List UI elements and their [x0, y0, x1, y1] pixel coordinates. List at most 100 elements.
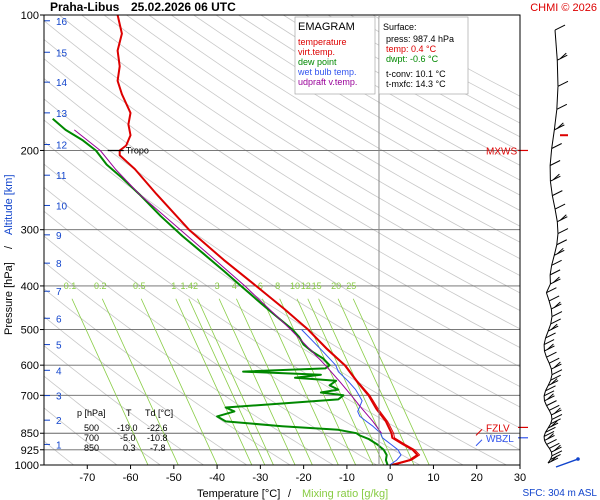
wind-barb — [552, 190, 563, 197]
station-name: Praha-Libus — [50, 0, 120, 14]
wind-barb — [557, 228, 569, 235]
mixing-ratio-line — [140, 298, 218, 465]
wind-profile-segment — [554, 30, 558, 61]
wind-barb — [546, 400, 557, 407]
dry-adiabat — [44, 78, 520, 388]
surface-temp: temp: 0.4 °C — [386, 44, 437, 54]
wind-profile-segment — [543, 390, 547, 396]
altitude-tick-label: 5 — [56, 341, 62, 352]
y-axis-separator: / — [3, 245, 15, 249]
wind-barb — [549, 269, 561, 276]
wind-barb-flag — [550, 420, 558, 427]
table-row-t: 0.3 — [123, 443, 136, 453]
surface-wind-marker — [555, 458, 579, 468]
wind-barb — [544, 435, 555, 441]
table-header-td: Td [°C] — [145, 408, 173, 418]
wind-barb — [544, 345, 555, 352]
mixing-ratio-line — [71, 298, 149, 465]
wind-barb-flag — [547, 393, 554, 400]
mixing-ratio-label: 0.2 — [94, 281, 107, 291]
level-marker-fzlv: FZLV — [486, 423, 510, 434]
pressure-tick-label: 200 — [21, 145, 39, 157]
altitude-tick-label: 13 — [56, 109, 68, 120]
chart-title: EMAGRAM — [298, 21, 355, 33]
temperature-tick-label: 20 — [471, 472, 483, 484]
temperature-tick-label: -10 — [339, 472, 355, 484]
altitude-tick-label: 14 — [56, 78, 68, 89]
wind-barb — [549, 160, 561, 166]
wind-barb-flag — [554, 407, 561, 414]
temperature-tick-label: -50 — [166, 472, 182, 484]
wind-profile-segment — [547, 459, 551, 464]
wind-profile-segment — [556, 86, 559, 110]
altitude-tick-label: 12 — [56, 141, 68, 152]
mixing-ratio-label: 3 — [215, 281, 220, 291]
dry-adiabat — [44, 38, 520, 349]
wind-barb — [551, 143, 562, 149]
x-axis-label: Temperature [°C] — [197, 488, 280, 500]
wind-barb — [554, 124, 565, 131]
wind-barb — [545, 332, 556, 339]
mixing-ratio-line — [175, 298, 253, 465]
wind-barb — [547, 325, 559, 332]
altitude-tick-label: 4 — [56, 366, 62, 377]
mixing-ratio-line — [236, 298, 313, 465]
wind-profile-segment — [551, 129, 555, 149]
wind-barb — [548, 295, 560, 302]
mixing-ratio-label: 4 — [232, 281, 237, 291]
wind-barb — [557, 54, 568, 61]
dry-adiabat — [215, 15, 520, 196]
wind-profile-segment — [551, 195, 556, 210]
dry-adiabat — [44, 98, 520, 408]
mixing-ratio-label: 12 — [301, 281, 311, 291]
pressure-tick-label: 850 — [21, 428, 39, 440]
wind-barb-flag — [553, 276, 560, 283]
table-header-p: p [hPa] — [77, 408, 106, 418]
wind-profile-segment — [547, 379, 552, 386]
altitude-tick-label: 11 — [56, 171, 67, 182]
mixing-ratio-line — [197, 298, 274, 465]
altitude-tick-label: 15 — [56, 48, 68, 59]
wind-profile-segment — [556, 60, 559, 87]
pressure-tick-label: 400 — [21, 281, 39, 293]
wind-profile-segment — [550, 414, 553, 420]
temperature-tick-label: -20 — [296, 472, 312, 484]
dry-adiabat — [171, 15, 520, 227]
mixing-ratio-label: 0.5 — [133, 281, 146, 291]
wind-barb-flag — [550, 378, 558, 385]
temperature-tick-label: -70 — [79, 472, 95, 484]
legend-box — [294, 16, 376, 95]
mixing-ratio-line — [337, 298, 415, 465]
wind-barb — [543, 390, 555, 397]
wind-profile-segment — [551, 255, 555, 266]
table-row-td: -7.8 — [150, 443, 166, 453]
temperature-tick-label: -60 — [123, 472, 139, 484]
altitude-tick-label: 10 — [56, 201, 68, 212]
wind-profile-segment — [545, 283, 551, 293]
wind-barb-flag — [547, 433, 554, 440]
pressure-tick-label: 700 — [21, 390, 39, 402]
table-row-t: -19.0 — [117, 423, 138, 433]
pressure-tick-label: 500 — [21, 325, 39, 337]
wind-barb — [550, 454, 561, 460]
series-line-wet-bulb-temp — [301, 329, 402, 465]
surface-title: Surface: — [383, 22, 417, 32]
wind-profile-segment — [545, 427, 549, 433]
wind-barb — [551, 446, 562, 453]
mixing-ratio-label: 1.4 — [181, 281, 194, 291]
wind-barb — [550, 175, 561, 182]
table-header-t: T — [126, 408, 132, 418]
legend-dew-point: dew point — [298, 57, 337, 67]
wind-barb-flag — [556, 122, 564, 129]
wind-barb — [547, 380, 559, 387]
legend-wet-bulb: wet bulb temp. — [297, 67, 357, 77]
level-marker-mxws: MXWS — [486, 146, 517, 157]
wind-barb — [556, 239, 568, 246]
mixing-ratio-line — [279, 298, 357, 465]
wind-profile-segment — [543, 432, 546, 437]
wind-profile-segment — [550, 316, 553, 325]
wind-barb — [543, 430, 555, 437]
dry-adiabat — [44, 58, 520, 368]
wind-profile-segment — [556, 233, 559, 245]
